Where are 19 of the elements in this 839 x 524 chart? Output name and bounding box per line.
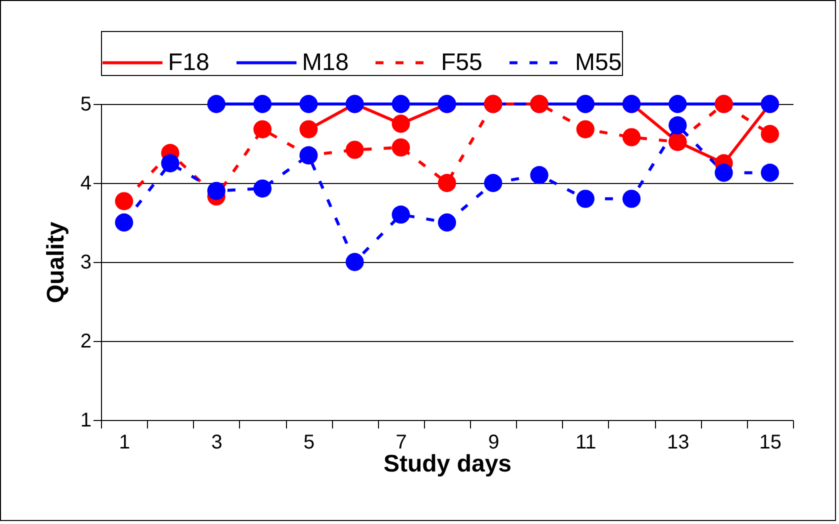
x-tick-label: 11 bbox=[576, 432, 596, 454]
y-tick-label: 4 bbox=[80, 172, 92, 194]
y-tick-label: 5 bbox=[80, 94, 92, 116]
y-tick-label: 1 bbox=[80, 410, 92, 432]
x-axis-title: Study days bbox=[383, 450, 512, 478]
legend-label: F18 bbox=[168, 48, 210, 76]
y-tick-label: 3 bbox=[80, 252, 92, 274]
y-axis-title: Quality bbox=[42, 221, 70, 304]
legend-label: F55 bbox=[441, 48, 482, 76]
x-tick-label: 13 bbox=[667, 432, 690, 454]
y-tick-label: 2 bbox=[80, 330, 92, 352]
legend-label: M55 bbox=[575, 48, 622, 76]
x-tick-label: 5 bbox=[304, 432, 315, 454]
x-tick-label: 3 bbox=[211, 432, 222, 454]
x-tick-label: 9 bbox=[488, 432, 500, 454]
legend-label: M18 bbox=[302, 48, 349, 76]
x-tick-label: 7 bbox=[396, 432, 407, 454]
x-tick-label: 1 bbox=[119, 432, 130, 454]
x-tick-label: 15 bbox=[759, 432, 782, 454]
